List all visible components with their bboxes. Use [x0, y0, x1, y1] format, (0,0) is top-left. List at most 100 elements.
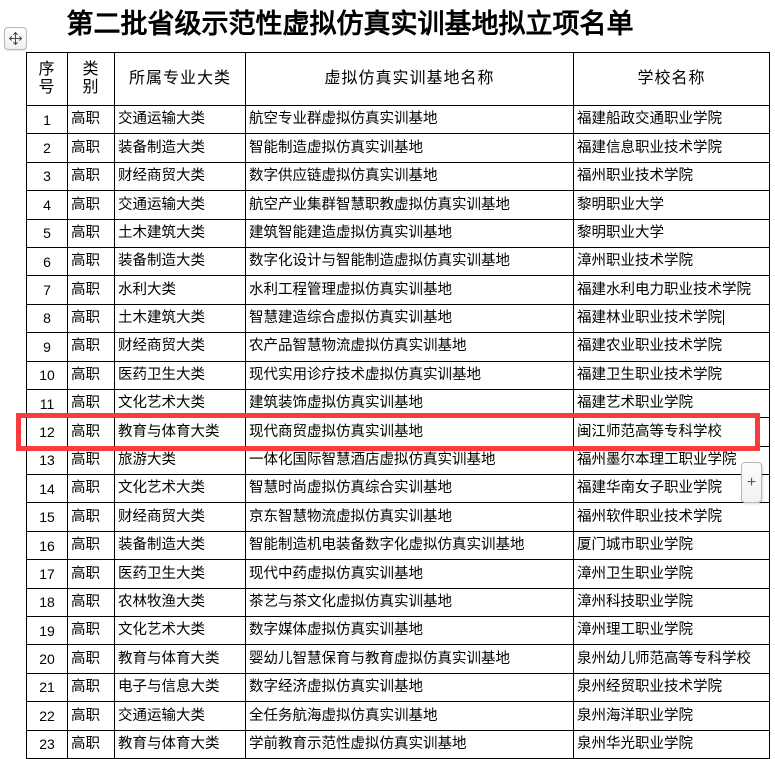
table-row[interactable]: 9 高职 财经商贸大类 农产品智慧物流虚拟仿真实训基地 福建农业职业技术学院: [26, 332, 770, 362]
table-row[interactable]: 13 高职 旅游大类 一体化国际智慧酒店虚拟仿真实训基地 福州墨尔本理工职业学院: [26, 445, 770, 476]
table-row[interactable]: 22 高职 交通运输大类 全任务航海虚拟仿真实训基地 泉州海洋职业学院: [26, 701, 770, 731]
cell-major[interactable]: 医药卫生大类: [114, 360, 246, 390]
cell-school[interactable]: 福建卫生职业技术学院: [573, 360, 770, 390]
table-row[interactable]: 5 高职 土木建筑大类 建筑智能建造虚拟仿真实训基地 黎明职业大学: [26, 218, 770, 248]
cell-no[interactable]: 5: [26, 218, 68, 248]
cell-school[interactable]: 福建船政交通职业学院: [573, 104, 770, 135]
cell-school[interactable]: 福建农业职业技术学院: [573, 332, 770, 362]
cell-school[interactable]: 泉州华光职业学院: [573, 729, 770, 759]
cell-base-name[interactable]: 农产品智慧物流虚拟仿真实训基地: [245, 332, 574, 362]
table-row[interactable]: 20 高职 教育与体育大类 婴幼儿智慧保育与教育虚拟仿真实训基地 泉州幼儿师范高等专科学…: [26, 644, 770, 674]
cell-category[interactable]: 高职: [67, 218, 115, 248]
cell-base-name[interactable]: 智慧时尚虚拟仿真综合实训基地: [245, 474, 574, 504]
cell-school[interactable]: 福建华南女子职业学院: [573, 474, 770, 504]
cell-base-name[interactable]: 智能制造机电装备数字化虚拟仿真实训基地: [245, 530, 574, 561]
cell-base-name[interactable]: 一体化国际智慧酒店虚拟仿真实训基地: [245, 445, 574, 476]
cell-no[interactable]: 22: [26, 701, 68, 731]
cell-school[interactable]: 福建水利电力职业技术学院: [573, 275, 770, 305]
cell-base-name[interactable]: 航空专业群虚拟仿真实训基地: [245, 104, 574, 135]
cell-category[interactable]: 高职: [67, 417, 115, 447]
cell-category[interactable]: 高职: [67, 530, 115, 561]
table-row[interactable]: 10 高职 医药卫生大类 现代实用诊疗技术虚拟仿真实训基地 福建卫生职业技术学院: [26, 360, 770, 390]
cell-no[interactable]: 10: [26, 360, 68, 390]
cell-major[interactable]: 旅游大类: [114, 445, 246, 476]
table-row[interactable]: 12 高职 教育与体育大类 现代商贸虚拟仿真实训基地 闽江师范高等专科学校: [26, 417, 770, 447]
table-row[interactable]: 17 高职 医药卫生大类 现代中药虚拟仿真实训基地 漳州卫生职业学院: [26, 559, 770, 589]
cell-major[interactable]: 医药卫生大类: [114, 559, 246, 589]
cell-school[interactable]: 闽江师范高等专科学校: [573, 417, 770, 447]
cell-category[interactable]: 高职: [67, 303, 115, 334]
cell-major[interactable]: 交通运输大类: [114, 104, 246, 135]
cell-school[interactable]: 泉州海洋职业学院: [573, 701, 770, 731]
cell-no[interactable]: 14: [26, 474, 68, 504]
cell-category[interactable]: 高职: [67, 502, 115, 532]
cell-major[interactable]: 教育与体育大类: [114, 644, 246, 674]
cell-school[interactable]: 福州软件职业技术学院: [573, 502, 770, 532]
cell-major[interactable]: 土木建筑大类: [114, 303, 246, 334]
cell-no[interactable]: 6: [26, 246, 68, 277]
cell-major[interactable]: 交通运输大类: [114, 701, 246, 731]
cell-base-name[interactable]: 数字供应链虚拟仿真实训基地: [245, 161, 574, 192]
cell-major[interactable]: 电子与信息大类: [114, 672, 246, 703]
cell-category[interactable]: 高职: [67, 190, 115, 220]
table-row[interactable]: 18 高职 农林牧渔大类 茶艺与茶文化虚拟仿真实训基地 漳州科技职业学院: [26, 587, 770, 618]
cell-major[interactable]: 装备制造大类: [114, 246, 246, 277]
cell-school[interactable]: 福建信息职业技术学院: [573, 133, 770, 163]
cell-base-name[interactable]: 数字化设计与智能制造虚拟仿真实训基地: [245, 246, 574, 277]
cell-base-name[interactable]: 现代实用诊疗技术虚拟仿真实训基地: [245, 360, 574, 390]
cell-category[interactable]: 高职: [67, 701, 115, 731]
cell-no[interactable]: 23: [26, 729, 68, 759]
cell-major[interactable]: 农林牧渔大类: [114, 587, 246, 618]
cell-major[interactable]: 财经商贸大类: [114, 332, 246, 362]
table-row[interactable]: 21 高职 电子与信息大类 数字经济虚拟仿真实训基地 泉州经贸职业技术学院: [26, 672, 770, 703]
table-row[interactable]: 3 高职 财经商贸大类 数字供应链虚拟仿真实训基地 福州职业技术学院: [26, 161, 770, 192]
cell-no[interactable]: 19: [26, 616, 68, 646]
cell-no[interactable]: 17: [26, 559, 68, 589]
cell-no[interactable]: 21: [26, 672, 68, 703]
cell-major[interactable]: 土木建筑大类: [114, 218, 246, 248]
cell-major[interactable]: 水利大类: [114, 275, 246, 305]
cell-category[interactable]: 高职: [67, 161, 115, 192]
cell-school[interactable]: 黎明职业大学: [573, 190, 770, 220]
cell-no[interactable]: 1: [26, 104, 68, 135]
cell-category[interactable]: 高职: [67, 388, 115, 419]
cell-school[interactable]: 厦门城市职业学院: [573, 530, 770, 561]
cell-base-name[interactable]: 现代商贸虚拟仿真实训基地: [245, 417, 574, 447]
cell-school[interactable]: 福建艺术职业学院: [573, 388, 770, 419]
cell-no[interactable]: 18: [26, 587, 68, 618]
cell-major[interactable]: 交通运输大类: [114, 190, 246, 220]
cell-base-name[interactable]: 学前教育示范性虚拟仿真实训基地: [245, 729, 574, 759]
cell-category[interactable]: 高职: [67, 587, 115, 618]
table-row[interactable]: 2 高职 装备制造大类 智能制造虚拟仿真实训基地 福建信息职业技术学院: [26, 133, 770, 163]
cell-no[interactable]: 12: [26, 417, 68, 447]
cell-no[interactable]: 8: [26, 303, 68, 334]
cell-category[interactable]: 高职: [67, 729, 115, 759]
cell-base-name[interactable]: 数字经济虚拟仿真实训基地: [245, 672, 574, 703]
cell-major[interactable]: 财经商贸大类: [114, 502, 246, 532]
cell-no[interactable]: 4: [26, 190, 68, 220]
cell-category[interactable]: 高职: [67, 445, 115, 476]
cell-school[interactable]: 泉州经贸职业技术学院: [573, 672, 770, 703]
cell-category[interactable]: 高职: [67, 133, 115, 163]
table-row[interactable]: 6 高职 装备制造大类 数字化设计与智能制造虚拟仿真实训基地 漳州职业技术学院: [26, 246, 770, 277]
cell-major[interactable]: 装备制造大类: [114, 530, 246, 561]
cell-no[interactable]: 11: [26, 388, 68, 419]
cell-no[interactable]: 3: [26, 161, 68, 192]
cell-school[interactable]: 福州职业技术学院: [573, 161, 770, 192]
cell-base-name[interactable]: 智慧建造综合虚拟仿真实训基地: [245, 303, 574, 334]
cell-no[interactable]: 15: [26, 502, 68, 532]
cell-base-name[interactable]: 茶艺与茶文化虚拟仿真实训基地: [245, 587, 574, 618]
cell-major[interactable]: 文化艺术大类: [114, 474, 246, 504]
cell-base-name[interactable]: 婴幼儿智慧保育与教育虚拟仿真实训基地: [245, 644, 574, 674]
table-row[interactable]: 15 高职 财经商贸大类 京东智慧物流虚拟仿真实训基地 福州软件职业技术学院: [26, 502, 770, 532]
cell-major[interactable]: 教育与体育大类: [114, 729, 246, 759]
table-row[interactable]: 4 高职 交通运输大类 航空产业集群智慧职教虚拟仿真实训基地 黎明职业大学: [26, 190, 770, 220]
cell-category[interactable]: 高职: [67, 332, 115, 362]
table-row[interactable]: 16 高职 装备制造大类 智能制造机电装备数字化虚拟仿真实训基地 厦门城市职业学院: [26, 530, 770, 561]
cell-base-name[interactable]: 水利工程管理虚拟仿真实训基地: [245, 275, 574, 305]
table-row[interactable]: 14 高职 文化艺术大类 智慧时尚虚拟仿真综合实训基地 福建华南女子职业学院: [26, 474, 770, 504]
cell-school[interactable]: 漳州科技职业学院: [573, 587, 770, 618]
cell-no[interactable]: 20: [26, 644, 68, 674]
cell-category[interactable]: 高职: [67, 616, 115, 646]
table-row[interactable]: 19 高职 文化艺术大类 数字媒体虚拟仿真实训基地 漳州理工职业学院: [26, 616, 770, 646]
